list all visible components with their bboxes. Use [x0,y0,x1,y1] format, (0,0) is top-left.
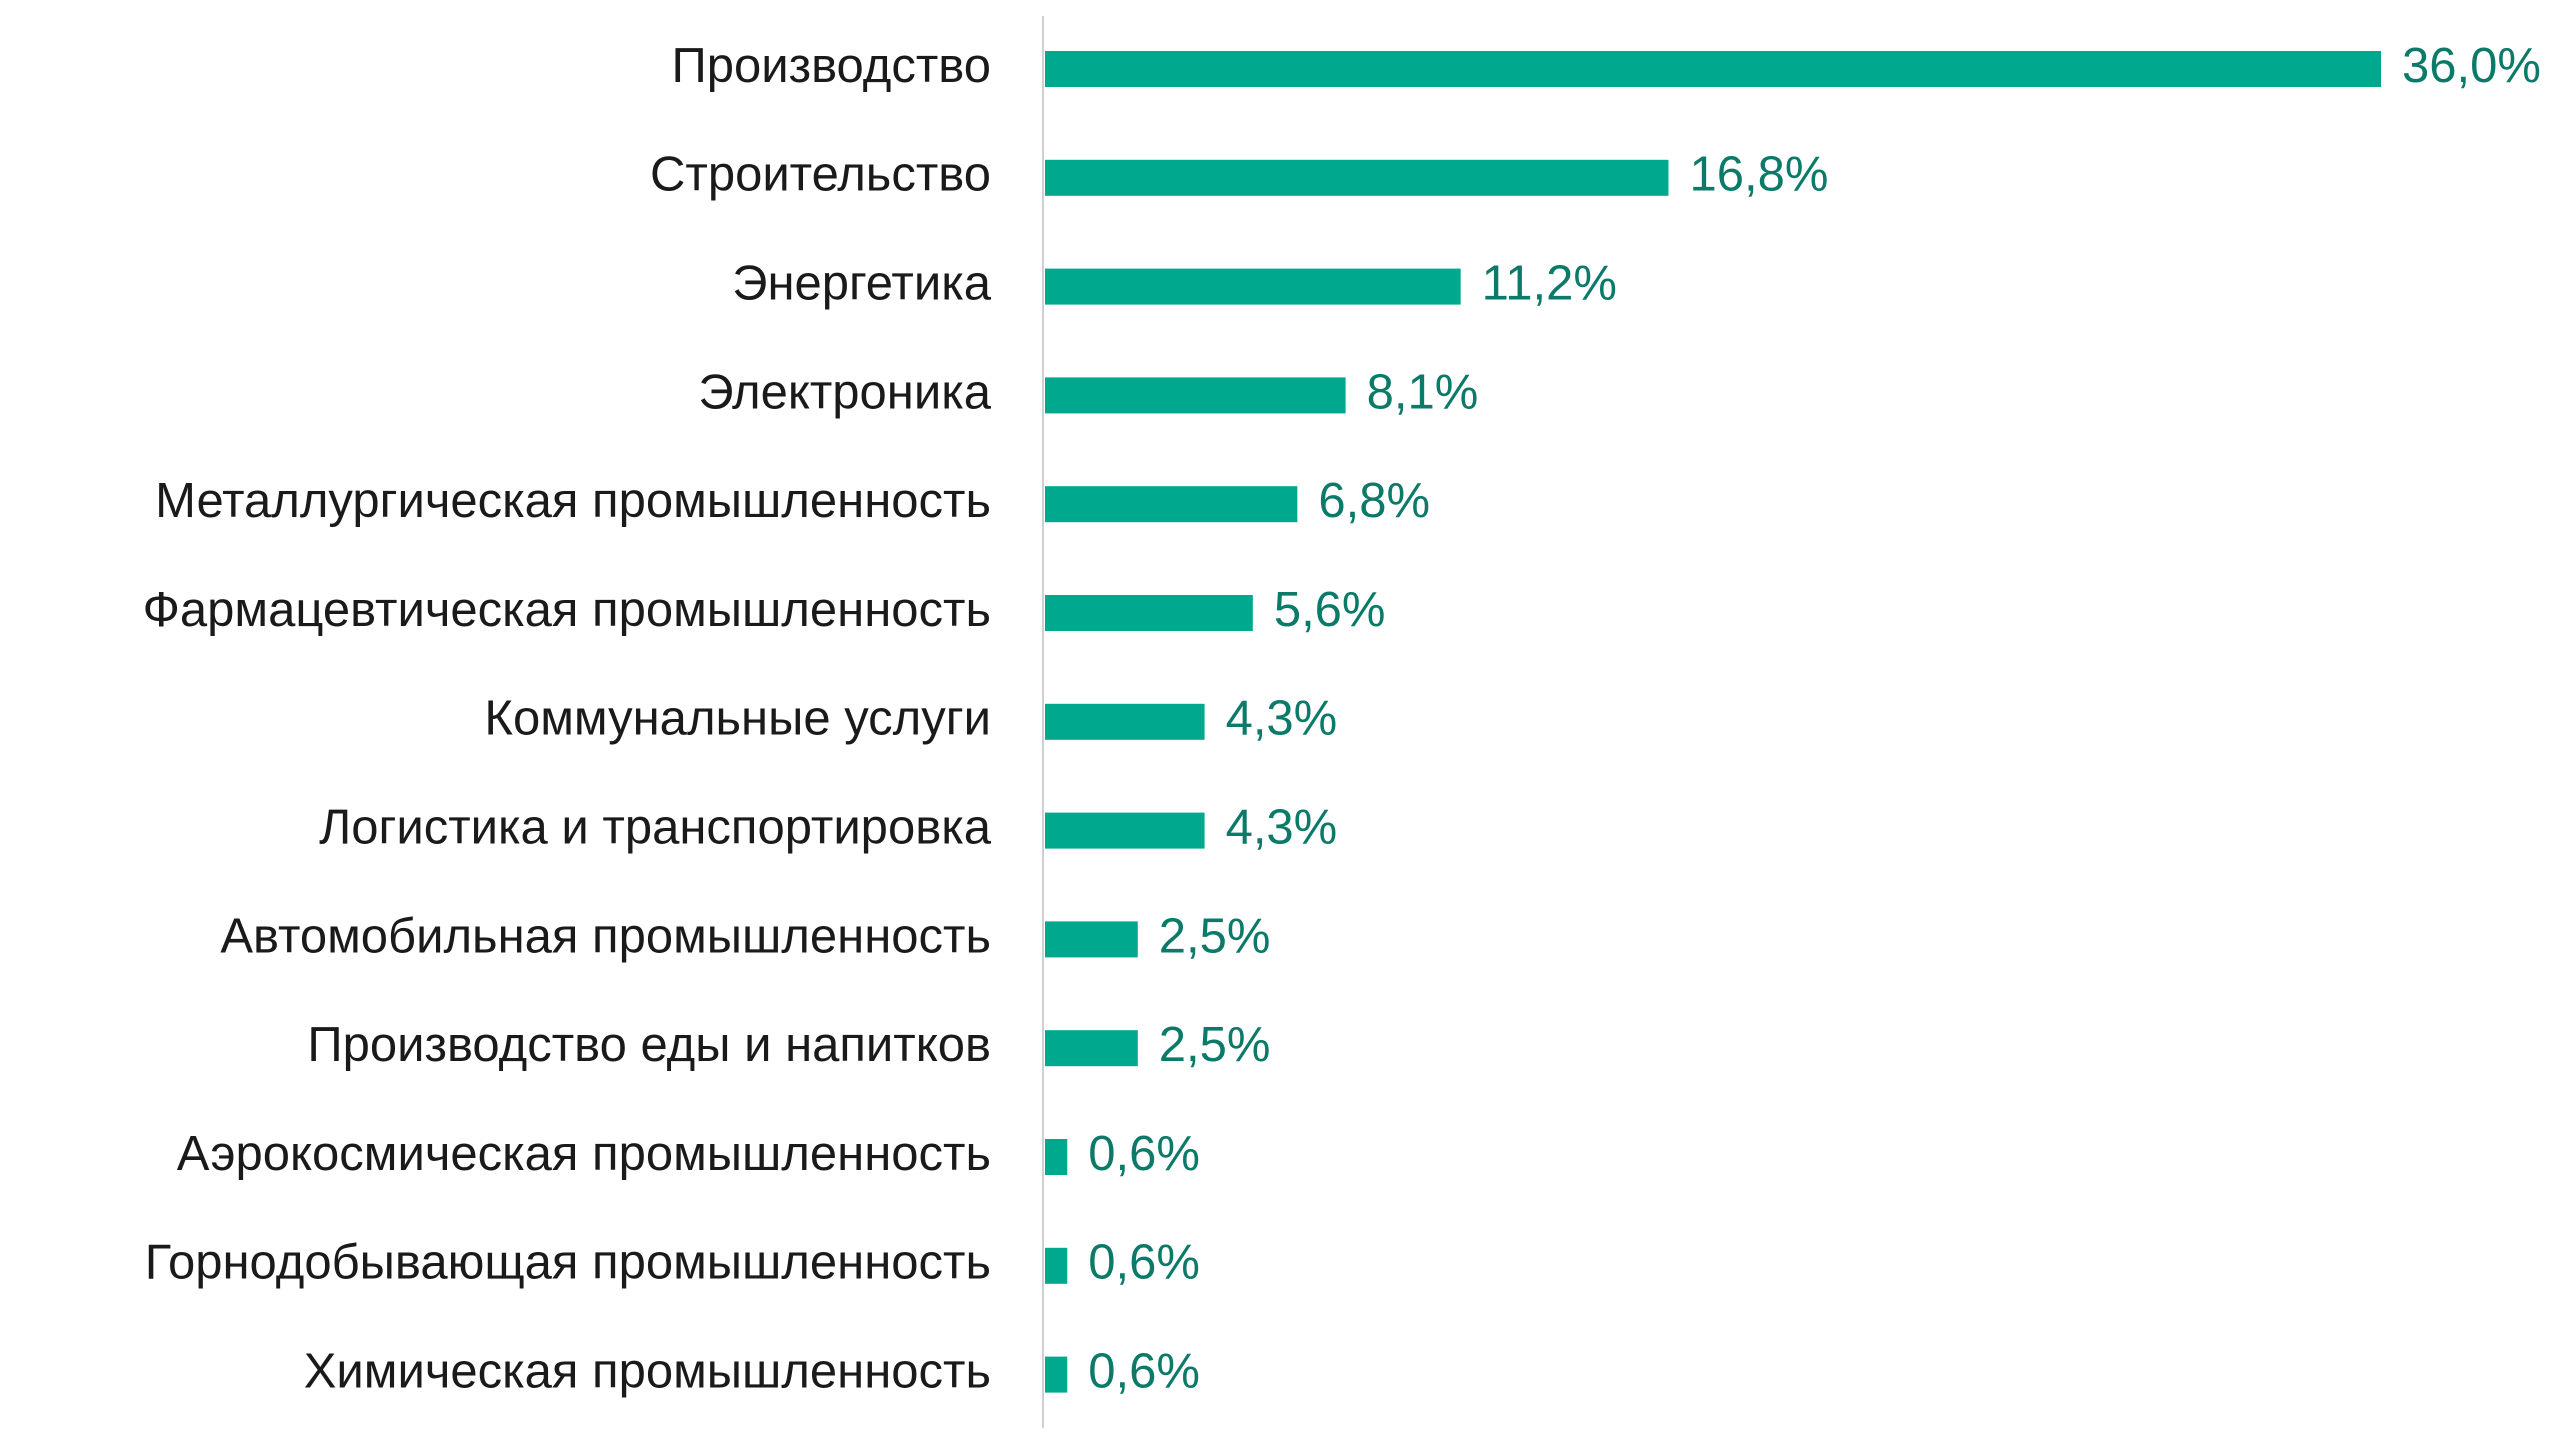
value-label: 6,8% [1318,474,1430,528]
bar [1045,51,2381,87]
category-label: Химическая промышленность [304,1345,991,1399]
value-label: 0,6% [1088,1345,1200,1399]
category-label: Энергетика [732,257,992,311]
value-label: 36,0% [2402,39,2541,93]
value-label: 2,5% [1159,909,1271,963]
category-label: Строительство [650,148,991,202]
value-label: 5,6% [1274,583,1386,637]
category-label: Автомобильная промышленность [220,909,991,963]
category-label: Логистика и транспортировка [319,801,992,855]
bar [1045,595,1253,631]
category-label: Металлургическая промышленность [155,474,991,528]
value-label: 4,3% [1226,801,1338,855]
value-label: 16,8% [1689,148,1828,202]
value-label: 0,6% [1088,1236,1200,1290]
category-label: Электроника [698,365,991,419]
bar [1045,703,1205,740]
value-label: 4,3% [1226,692,1338,746]
bar [1045,159,1669,196]
bar [1045,812,1205,849]
bar [1045,1030,1138,1067]
bar [1045,1247,1068,1284]
value-label: 2,5% [1159,1018,1271,1072]
value-label: 8,1% [1367,365,1479,419]
category-label: Горнодобывающая промышленность [145,1236,991,1290]
category-label: Производство еды и напитков [307,1018,991,1072]
bar [1045,268,1461,305]
category-label: Фармацевтическая промышленность [143,583,991,637]
value-label: 11,2% [1482,257,1617,311]
category-label: Коммунальные услуги [484,692,991,746]
value-label: 0,6% [1088,1127,1200,1181]
bar [1045,921,1138,958]
category-label: Производство [672,39,991,93]
category-label: Аэрокосмическая промышленность [177,1127,991,1181]
bar [1045,486,1298,523]
bar [1045,1139,1068,1175]
bar [1045,1356,1068,1393]
bar [1045,377,1346,414]
